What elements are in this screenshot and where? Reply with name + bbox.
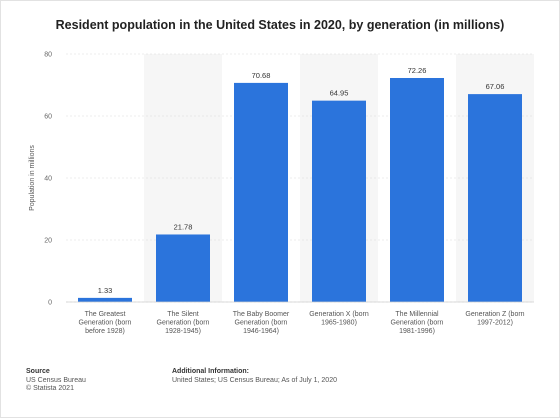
data-label: 72.26 <box>408 66 427 75</box>
additional-info-text: United States; US Census Bureau; As of J… <box>172 376 337 384</box>
bar <box>468 94 522 302</box>
data-label: 67.06 <box>486 82 505 91</box>
x-tick-label: 1946-1964) <box>243 328 279 335</box>
x-tick-label: Generation (born <box>235 320 288 327</box>
data-label: 70.68 <box>252 71 271 80</box>
y-axis-label: Population in millions <box>29 145 36 211</box>
additional-info-heading: Additional Information: <box>172 368 249 375</box>
x-tick-label: 1928-1945) <box>165 328 201 335</box>
data-label: 64.95 <box>330 89 349 98</box>
source-line-1[interactable]: US Census Bureau <box>26 376 86 384</box>
source-block: Source US Census Bureau © Statista 2021 <box>26 368 86 394</box>
x-tick-label: Generation (born <box>391 320 444 327</box>
y-tick-label: 20 <box>44 238 52 245</box>
chart-title: Resident population in the United States… <box>55 18 505 32</box>
x-tick-label: The Baby Boomer <box>233 311 290 318</box>
x-tick-label: The Millennial <box>395 311 439 318</box>
x-tick-label: The Silent <box>167 311 199 318</box>
x-tick-label: Generation (born <box>79 320 132 327</box>
bar <box>312 100 366 302</box>
y-tick-label: 80 <box>44 52 52 59</box>
bar <box>234 82 288 302</box>
x-tick-label: Generation (born <box>157 320 210 327</box>
x-tick-label: Generation Z (born <box>465 311 524 318</box>
bar <box>78 297 132 302</box>
y-tick-label: 0 <box>48 300 52 307</box>
data-label: 1.33 <box>98 286 113 295</box>
source-heading: Source <box>26 368 50 375</box>
additional-info-block: Additional Information: United States; U… <box>172 368 337 385</box>
x-tick-label: 1965-1980) <box>321 320 357 327</box>
x-tick-label: before 1928) <box>85 328 125 335</box>
x-tick-label: The Greatest <box>85 311 126 318</box>
y-tick-label: 60 <box>44 114 52 121</box>
x-tick-label: Generation X (born <box>309 311 369 318</box>
x-tick-label: 1997-2012) <box>477 320 513 327</box>
source-line-2: © Statista 2021 <box>26 385 74 392</box>
data-label: 21.78 <box>174 222 193 231</box>
bar <box>390 77 444 302</box>
x-tick-label: 1981-1996) <box>399 328 435 335</box>
y-tick-label: 40 <box>44 176 52 183</box>
bar <box>156 234 210 302</box>
